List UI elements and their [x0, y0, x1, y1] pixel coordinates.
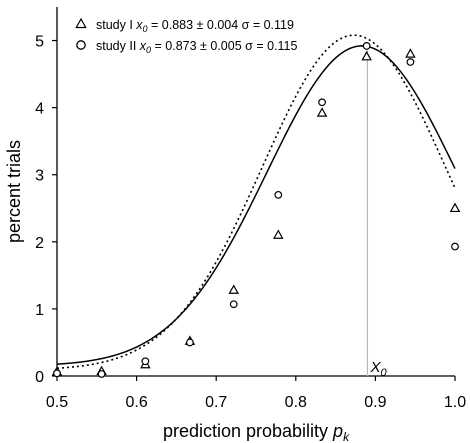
axes [56, 7, 455, 377]
fit-curve-study-i [56, 45, 456, 365]
legend-label: study I x0 = 0.883 ± 0.004 σ = 0.119 [96, 18, 294, 34]
point-study-i [361, 50, 372, 61]
y-tick-label: 4 [35, 101, 44, 118]
point-study-ii [406, 58, 415, 66]
x-tick-label: 0.9 [364, 394, 386, 411]
point-study-ii [97, 370, 106, 378]
y-tick-label: 5 [35, 34, 44, 51]
point-study-ii [451, 242, 459, 251]
x0-annotation: X0 [369, 359, 387, 379]
point-study-ii [186, 338, 194, 347]
x0-marker: X0 [366, 45, 387, 379]
y-tick-label: 0 [35, 369, 44, 386]
y-tick-label: 1 [35, 302, 44, 319]
point-study-ii [229, 300, 238, 309]
x-tick-label: 0.5 [46, 394, 68, 411]
fit-curves [56, 34, 456, 370]
x-tick-label: 0.6 [125, 394, 147, 411]
point-study-ii [274, 190, 283, 199]
y-tick-label: 2 [35, 235, 44, 252]
ticks: 0.5 0.6 0.7 0.8 0.9 1.0 0 1 2 3 4 5 [35, 34, 466, 411]
point-study-ii [53, 369, 61, 378]
x-axis-title: prediction probability pk [163, 421, 350, 443]
fit-curve-study-ii [56, 34, 456, 370]
point-study-ii [141, 357, 150, 366]
point-study-ii [318, 98, 326, 107]
legend: study I x0 = 0.883 ± 0.004 σ = 0.119 stud… [75, 17, 297, 55]
point-study-i [449, 202, 461, 213]
point-study-i [272, 229, 284, 239]
point-study-i [316, 107, 328, 117]
x-tick-label: 0.8 [285, 394, 307, 411]
legend-marker-study-ii [76, 40, 86, 50]
point-study-ii [362, 42, 371, 50]
legend-label: study II x0 = 0.873 ± 0.005 σ = 0.115 [96, 39, 297, 55]
x-tick-label: 1.0 [444, 394, 466, 411]
point-study-i [405, 48, 416, 58]
y-axis-title: percent trials [4, 140, 24, 243]
axis-titles: prediction probability pk percent trials [4, 140, 350, 443]
y-tick-label: 3 [35, 168, 44, 185]
x-tick-label: 0.7 [205, 394, 227, 411]
legend-marker-study-i [75, 17, 87, 29]
point-study-i [228, 284, 240, 294]
data-points [51, 42, 461, 378]
